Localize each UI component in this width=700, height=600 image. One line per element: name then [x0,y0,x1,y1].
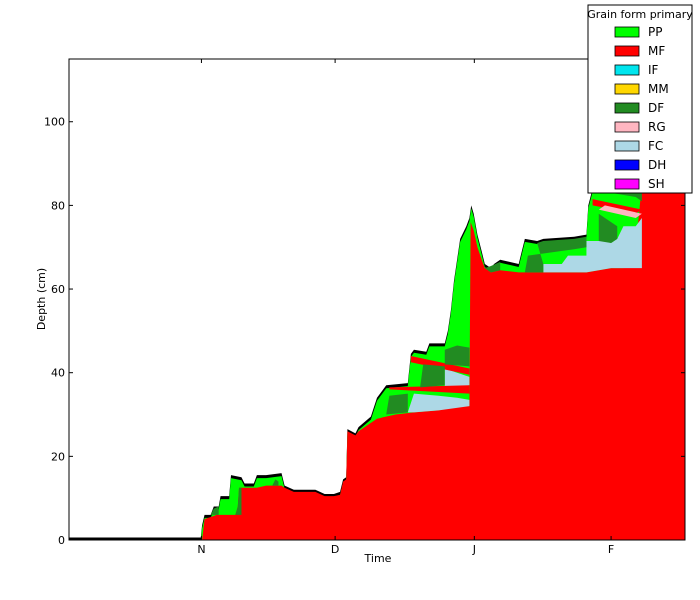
plot-area [69,163,685,540]
plot-frame [68,58,686,541]
legend-label-rg: RG [648,120,666,134]
x-tick-label: J [472,543,476,556]
legend-swatch-rg [614,121,640,133]
legend-label-fc: FC [648,139,663,153]
y-axis-label: Depth (cm) [35,268,48,330]
x-axis-label: Time [364,552,392,565]
layer-df-9 [210,506,219,515]
y-tick-label: 40 [51,367,65,380]
legend-swatch-dh [614,159,640,171]
legend-label-pp: PP [648,25,662,39]
layer-df-8 [235,487,242,515]
layer-df-16 [598,213,618,244]
legend-title: Grain form primary [587,8,693,21]
legend-label-mf: MF [648,44,665,58]
legend-swatch-fc [614,140,640,152]
layer-fc-3 [543,217,642,273]
layer-df-13 [444,345,470,367]
layer-df-15 [524,236,587,273]
layer-df-10 [272,479,279,486]
layer-mf-6 [592,199,642,214]
legend-label-sh: SH [648,177,665,191]
legend-swatch-mf [614,45,640,57]
layer-rg-7 [598,205,642,218]
legend-label-dh: DH [648,158,666,172]
y-tick-label: 0 [58,534,65,547]
layer-df-12 [420,364,445,388]
y-tick-label: 100 [44,116,65,129]
layer-fc-2 [444,368,470,390]
legend: Grain form primary PP MF IF MM DF RG FC DH SH [587,4,693,194]
layer-df-14 [484,261,501,273]
layer-df-11 [386,393,408,415]
legend-swatch-sh [614,178,640,190]
x-tick-label: N [197,543,205,556]
legend-swatch-if [614,64,640,76]
layer-fc-1 [407,393,470,413]
layer-mf-4 [410,355,470,375]
legend-swatch-pp [614,26,640,38]
y-tick-label: 80 [51,199,65,212]
layer-mf-0 [69,163,685,540]
legend-swatch-df [614,102,640,114]
x-tick-label: F [608,543,614,556]
layer-mf-5 [389,385,470,394]
y-tick-label: 60 [51,283,65,296]
legend-label-df: DF [648,101,664,115]
x-tick-label: D [331,543,339,556]
legend-swatch-mm [614,83,640,95]
y-axis: 0 20 40 60 80 100 [44,116,685,547]
y-tick-label: 20 [51,450,65,463]
legend-label-mm: MM [648,82,669,96]
legend-box [587,4,693,194]
legend-label-if: IF [648,63,659,77]
